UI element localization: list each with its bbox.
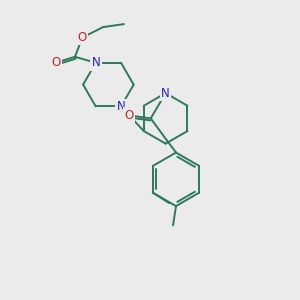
Text: N: N bbox=[92, 56, 100, 69]
Text: O: O bbox=[78, 31, 87, 44]
Text: N: N bbox=[161, 87, 170, 100]
Text: O: O bbox=[51, 56, 60, 69]
Text: N: N bbox=[117, 100, 125, 113]
Text: O: O bbox=[125, 109, 134, 122]
